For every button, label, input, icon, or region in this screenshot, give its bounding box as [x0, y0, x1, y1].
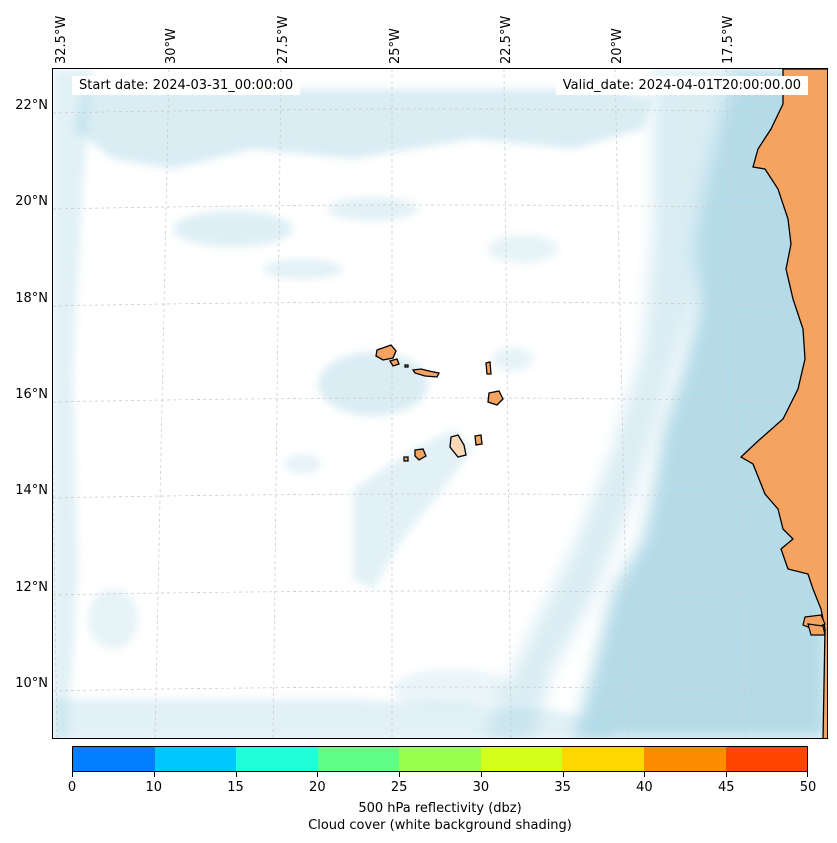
- map-panel[interactable]: [52, 68, 828, 739]
- coast-island: [807, 623, 826, 636]
- island-sal: [485, 361, 492, 375]
- valid-date-label: Valid_date: 2024-04-01T20:00:00.00: [555, 76, 808, 95]
- cloud-band-east-fringe: [483, 69, 743, 738]
- cloud-cover-shading: [53, 69, 827, 738]
- start-date-label: Start date: 2024-03-31_00:00:00: [72, 76, 301, 95]
- lat-gridline: [53, 493, 827, 499]
- lat-label: 22°N: [15, 98, 48, 113]
- lon-gridline: [272, 69, 282, 738]
- lon-gridline: [154, 69, 170, 738]
- colorbar-tick: [726, 772, 728, 777]
- lat-gridline: [53, 301, 827, 307]
- graticule: [53, 69, 827, 738]
- colorbar-tick-label: 25: [390, 780, 408, 795]
- colorbar-label: 500 hPa reflectivity (dbz): [358, 801, 522, 816]
- island-santiago: [449, 434, 467, 458]
- cloud-patch: [285, 454, 321, 474]
- island-boa-vista: [487, 390, 504, 406]
- lat-label: 10°N: [15, 676, 48, 691]
- colorbar-tick: [235, 772, 237, 777]
- lat-gridline: [53, 397, 827, 403]
- colorbar-tick-label: 45: [717, 780, 735, 795]
- island-sao-vicente: [389, 358, 400, 367]
- cloud-patch: [173, 211, 293, 247]
- colorbar-tick-label: 35: [554, 780, 571, 795]
- colorbar-segment: [317, 747, 400, 771]
- cloud-patch: [493, 347, 533, 371]
- colorbar-segment: [399, 747, 481, 771]
- colorbar-tick: [72, 772, 73, 777]
- cloud-patch-north: [73, 89, 653, 169]
- island-maio: [474, 434, 483, 446]
- lat-label: 14°N: [15, 483, 48, 498]
- lon-gridline: [614, 69, 630, 738]
- colorbar-segment: [236, 747, 318, 771]
- lat-label: 12°N: [15, 580, 48, 595]
- map-canvas: [53, 69, 827, 738]
- colorbar-segment: [480, 747, 563, 771]
- cloud-streak: [353, 429, 473, 589]
- colorbar-tick-label: 40: [636, 780, 653, 795]
- colorbar-tick: [644, 772, 646, 777]
- colorbar-tick-label: 30: [472, 780, 490, 795]
- lat-gridline: [53, 686, 827, 692]
- cloud-patch-islands: [318, 352, 428, 416]
- lon-label: 20°W: [610, 28, 625, 64]
- lat-gridline: [53, 204, 827, 210]
- colorbar-tick: [480, 772, 482, 777]
- lon-gridline: [53, 444, 58, 738]
- colorbar-segment: [562, 747, 644, 771]
- island-santo-antao: [375, 344, 397, 361]
- lon-label: 17.5°W: [721, 15, 736, 64]
- colorbar-tick: [399, 772, 401, 777]
- cloud-patch: [263, 259, 343, 279]
- lon-label: 27.5°W: [276, 15, 291, 64]
- lon-label: 30°W: [164, 28, 179, 64]
- colorbar-tick: [153, 772, 155, 777]
- lon-label: 22.5°W: [499, 15, 514, 64]
- lat-gridline: [53, 108, 827, 114]
- colorbar-tick: [807, 772, 808, 777]
- colorbar-tick-label: 0: [67, 780, 77, 795]
- cloud-patch-south: [53, 699, 613, 738]
- lat-label: 16°N: [15, 387, 48, 402]
- cloud-patch: [328, 197, 418, 221]
- lon-label: 32.5°W: [54, 15, 69, 64]
- colorbar-segment: [643, 747, 726, 771]
- colorbar-tick-label: 50: [799, 780, 817, 795]
- colorbar-tick-label: 10: [145, 780, 163, 795]
- lat-label: 20°N: [15, 194, 48, 209]
- cloud-patch-northwest: [53, 69, 93, 738]
- island-fogo: [414, 448, 427, 461]
- island-santa-luzia: [404, 364, 409, 368]
- lat-label: 18°N: [15, 291, 48, 306]
- colorbar-sublabel: Cloud cover (white background shading): [308, 818, 572, 833]
- colorbar-tick-label: 15: [227, 780, 244, 795]
- lon-gridline: [725, 69, 747, 738]
- cloud-band-east: [573, 69, 827, 738]
- lon-label: 25°W: [388, 28, 403, 64]
- colorbar-segment: [154, 747, 237, 771]
- cape-verde-islands: [375, 344, 504, 462]
- island-brava: [403, 456, 409, 462]
- african-coastline: [739, 69, 827, 738]
- colorbar: [72, 746, 808, 772]
- colorbar-tick: [317, 772, 319, 777]
- colorbar-segment: [725, 747, 808, 771]
- lon-gridline: [503, 69, 512, 738]
- cloud-patch: [393, 669, 513, 709]
- colorbar-tick-label: 20: [309, 780, 326, 795]
- lat-gridline: [53, 590, 827, 596]
- island-sao-nicolau: [411, 368, 440, 378]
- colorbar-tick: [562, 772, 564, 777]
- cloud-patch: [488, 235, 558, 263]
- cloud-patch: [88, 589, 138, 649]
- colorbar-segment: [73, 747, 155, 771]
